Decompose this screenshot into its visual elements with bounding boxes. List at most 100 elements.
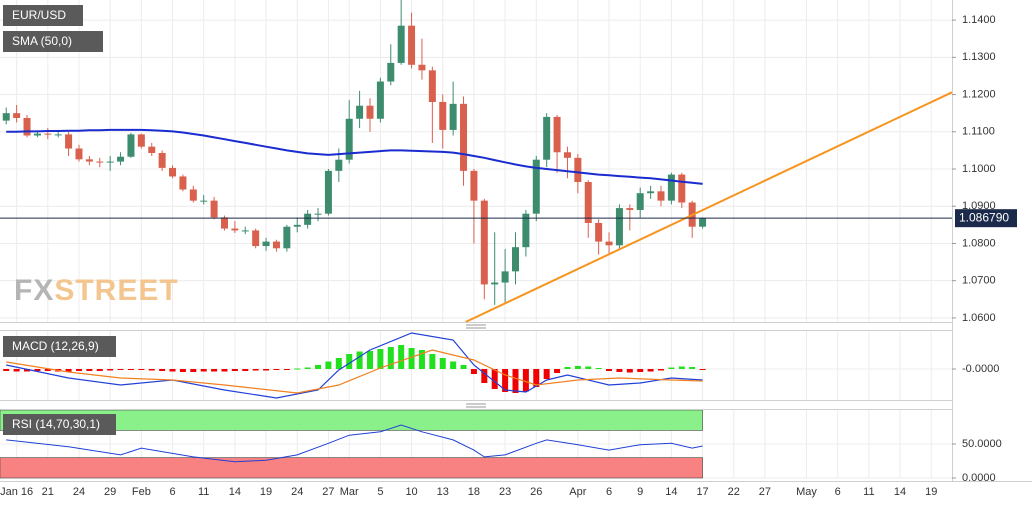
x-tick-label: 5 — [377, 486, 383, 498]
macd-histogram-bar — [24, 369, 31, 372]
candle-body — [428, 70, 436, 102]
macd-histogram-bar — [585, 366, 592, 369]
rsi-band — [0, 457, 703, 479]
x-tick-label: 24 — [291, 486, 303, 498]
macd-histogram-bar — [283, 369, 290, 370]
candle-body — [106, 161, 114, 163]
macd-histogram-bar — [273, 369, 280, 370]
macd-histogram-bar — [231, 369, 238, 371]
candle-body — [189, 189, 197, 201]
x-tick-label: 18 — [468, 486, 480, 498]
macd-histogram-bar — [127, 369, 134, 370]
macd-histogram-bar — [34, 369, 41, 371]
macd-histogram-bar — [626, 369, 633, 373]
trend-line — [465, 91, 953, 323]
y-tick-label: 1.1000 — [962, 163, 996, 175]
candle-body — [449, 103, 457, 130]
macd-histogram-bar — [138, 369, 145, 370]
x-tick-label: 17 — [696, 486, 708, 498]
macd-histogram-bar — [398, 345, 405, 369]
x-tick-label: Mar — [340, 486, 359, 498]
macd-histogram-bar — [242, 369, 249, 371]
x-tick-label: 6 — [169, 486, 175, 498]
macd-histogram-bar — [179, 369, 186, 372]
resize-handle[interactable] — [466, 403, 486, 408]
macd-histogram-bar — [678, 366, 685, 369]
macd-histogram-bar — [533, 369, 540, 387]
y-tick-label: -0.0000 — [962, 363, 999, 375]
macd-histogram-bar — [335, 358, 342, 369]
candle-body — [667, 174, 675, 201]
x-tick-label: 27 — [322, 486, 334, 498]
x-tick-label: May — [796, 486, 817, 498]
candle-body — [179, 176, 187, 190]
candle-body — [231, 228, 239, 231]
candle-body — [699, 218, 707, 227]
macd-histogram-bar — [699, 369, 706, 370]
candle-body — [553, 116, 561, 153]
macd-histogram-bar — [211, 369, 218, 372]
macd-histogram-bar — [616, 369, 623, 372]
candle-body — [210, 200, 218, 218]
macd-histogram-bar — [387, 347, 394, 369]
watermark: FXSTREET — [14, 274, 179, 307]
candle-body — [324, 170, 332, 214]
x-tick-label: 22 — [728, 486, 740, 498]
candle-body — [2, 113, 10, 121]
signal-line — [6, 349, 703, 394]
macd-histogram-bar — [346, 354, 353, 369]
candle-body — [647, 191, 655, 194]
indicator-box[interactable] — [3, 31, 103, 52]
x-tick-label: Feb — [132, 486, 151, 498]
candle-body — [13, 113, 21, 119]
x-tick-label: 26 — [530, 486, 542, 498]
candle-body — [460, 103, 468, 171]
y-tick-label: 0.0000 — [962, 472, 996, 484]
candle-body — [366, 105, 374, 119]
last-price-label: 1.086790 — [959, 210, 1009, 224]
y-tick-label: 1.0700 — [962, 275, 996, 287]
candle-body — [532, 159, 540, 214]
candle-body — [335, 159, 343, 171]
candle-body — [418, 64, 426, 71]
candle-body — [23, 118, 31, 136]
macd-histogram-bar — [450, 361, 457, 369]
indicator-box[interactable] — [3, 336, 116, 357]
y-tick-label: 1.0900 — [962, 200, 996, 212]
macd-histogram-bar — [169, 369, 176, 372]
macd-histogram-bar — [637, 369, 644, 372]
macd-histogram-bar — [107, 369, 114, 371]
x-tick-label: 6 — [835, 486, 841, 498]
indicator-box[interactable] — [3, 414, 116, 435]
macd-histogram-bar — [304, 367, 311, 369]
x-tick-label: 9 — [637, 486, 643, 498]
candle-body — [169, 167, 177, 177]
macd-histogram-bar — [263, 369, 270, 371]
candle-body — [397, 25, 405, 63]
resize-handle[interactable] — [466, 324, 486, 329]
candle-body — [439, 101, 447, 130]
macd-histogram-bar — [65, 369, 72, 372]
candle-body — [158, 152, 166, 168]
rsi-line — [6, 424, 703, 463]
candle-body — [678, 174, 686, 203]
symbol-box[interactable] — [3, 5, 83, 26]
candle-body — [314, 213, 322, 215]
candle-body — [85, 159, 93, 162]
macd-histogram-bar — [543, 369, 550, 379]
x-tick-label: 19 — [260, 486, 272, 498]
x-tick-label: Apr — [569, 486, 586, 498]
candle-body — [200, 200, 208, 202]
macd-line — [6, 332, 703, 399]
macd-histogram-bar — [148, 369, 155, 371]
macd-histogram-bar — [200, 369, 207, 372]
macd-histogram-bar — [408, 348, 415, 369]
macd-histogram-bar — [668, 367, 675, 369]
watermark-part: FX — [14, 274, 54, 307]
macd-histogram-bar — [647, 369, 654, 372]
candle-body — [220, 217, 228, 229]
macd-histogram-bar — [470, 369, 477, 374]
macd-histogram-bar — [502, 369, 509, 392]
candle-body — [522, 213, 530, 248]
plot-layer: FXSTREET — [0, 0, 953, 479]
